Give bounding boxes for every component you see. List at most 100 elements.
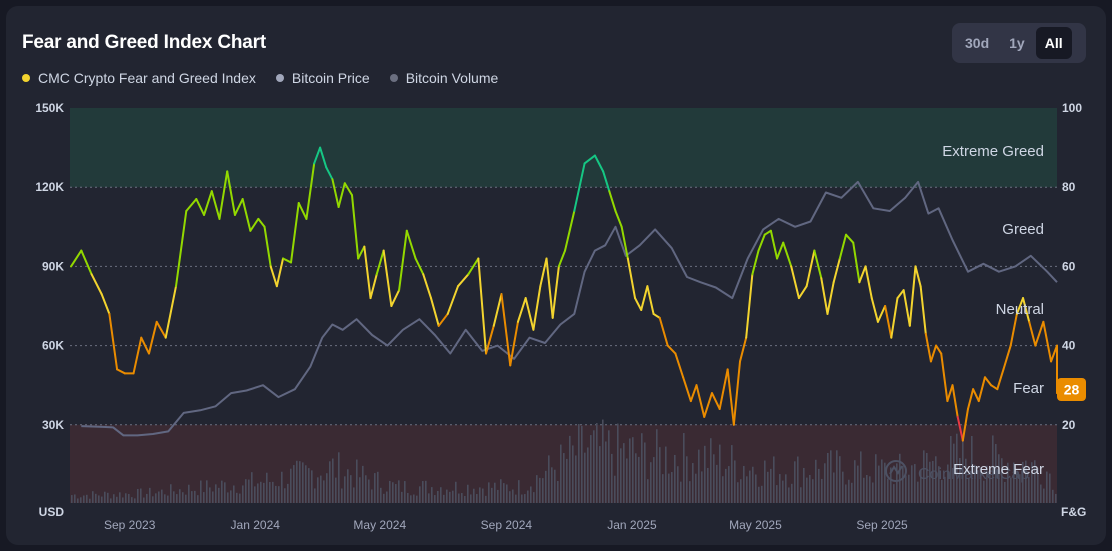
- volume-bar: [212, 491, 214, 503]
- range-1y-button[interactable]: 1y: [1009, 35, 1025, 51]
- volume-bar: [998, 454, 1000, 503]
- volume-bar: [953, 443, 955, 503]
- volume-bar: [692, 463, 694, 503]
- fear-greed-segment: [457, 273, 470, 288]
- volume-bar: [242, 485, 244, 503]
- fear-greed-segment: [896, 289, 905, 300]
- volume-bar: [338, 452, 340, 503]
- volume-bar: [479, 487, 481, 503]
- left-tick-label: 90K: [42, 259, 64, 273]
- volume-bar: [443, 494, 445, 503]
- fear-greed-segment: [652, 312, 661, 319]
- volume-bar: [827, 452, 829, 503]
- volume-bar: [368, 479, 370, 503]
- volume-bar: [1049, 473, 1051, 503]
- volume-bar: [215, 484, 217, 503]
- volume-bar: [794, 461, 796, 503]
- fear-greed-segment: [337, 182, 346, 208]
- volume-bar: [557, 480, 559, 503]
- volume-bar: [386, 491, 388, 503]
- volume-bar: [317, 477, 319, 503]
- range-30d-button[interactable]: 30d: [965, 35, 990, 51]
- legend-label: CMC Crypto Fear and Greed Index: [38, 70, 256, 86]
- volume-bar: [170, 484, 172, 503]
- volume-bar: [395, 484, 397, 503]
- left-axis: 150K 120K 90K 60K 30K USD: [35, 101, 64, 519]
- volume-bar: [287, 483, 289, 503]
- right-axis-label: F&G: [1061, 505, 1086, 519]
- volume-bar: [218, 487, 220, 503]
- fear-greed-segment: [1028, 320, 1037, 347]
- volume-bar: [914, 464, 916, 503]
- volume-bar: [539, 477, 541, 503]
- volume-bar: [593, 430, 595, 503]
- volume-bar: [221, 480, 223, 503]
- legend-item-bitcoin-price[interactable]: Bitcoin Price: [275, 70, 370, 86]
- fear-greed-segment: [492, 293, 503, 327]
- range-all-button[interactable]: All: [1035, 27, 1072, 59]
- volume-bar: [851, 482, 853, 503]
- legend-item-fear-greed[interactable]: CMC Crypto Fear and Greed Index: [22, 70, 256, 86]
- volume-bar: [650, 462, 652, 503]
- volume-bar: [620, 448, 622, 503]
- fear-greed-segment: [325, 166, 334, 181]
- volume-bar: [875, 454, 877, 503]
- volume-bar: [629, 438, 631, 503]
- volume-bar: [974, 464, 976, 503]
- fear-greed-segment: [972, 388, 980, 403]
- volume-bar: [509, 491, 511, 503]
- fear-greed-segment: [626, 257, 637, 300]
- volume-bar: [554, 469, 556, 503]
- volume-bar: [641, 433, 643, 503]
- volume-bar: [209, 487, 211, 503]
- volume-bar: [374, 473, 376, 503]
- volume-bar: [353, 487, 355, 503]
- volume-bar: [785, 474, 787, 503]
- fear-greed-segment: [826, 281, 835, 315]
- x-tick-label: Sep 2024: [481, 518, 533, 532]
- fear-greed-segment: [108, 312, 119, 371]
- volume-bar: [905, 475, 907, 503]
- x-tick-label: Sep 2023: [104, 518, 156, 532]
- fear-greed-segment: [100, 293, 111, 315]
- volume-bar: [494, 482, 496, 503]
- volume-bar: [437, 490, 439, 503]
- volume-bar: [467, 484, 469, 503]
- volume-bar: [722, 476, 724, 503]
- volume-bar: [125, 493, 127, 503]
- volume-bar: [836, 450, 838, 503]
- fear-greed-segment: [233, 198, 244, 216]
- x-tick-label: May 2024: [353, 518, 406, 532]
- fear-greed-segment: [845, 233, 855, 244]
- fear-greed-segment: [739, 336, 748, 363]
- fear-greed-segment: [226, 170, 236, 216]
- volume-bar: [356, 459, 358, 503]
- zone-bands: [70, 108, 1057, 503]
- volume-bar: [146, 493, 148, 503]
- volume-bar: [800, 487, 802, 503]
- volume-bar: [359, 477, 361, 503]
- fear-greed-segment: [682, 376, 692, 403]
- volume-bar: [689, 481, 691, 503]
- volume-bar: [488, 482, 490, 503]
- fear-greed-segment: [902, 289, 911, 327]
- volume-bar: [878, 465, 880, 503]
- volume-bar: [383, 493, 385, 503]
- fear-greed-segment: [832, 257, 841, 284]
- volume-bar: [110, 498, 112, 503]
- volume-bar: [506, 484, 508, 503]
- volume-bar: [440, 487, 442, 503]
- fear-greed-segment: [369, 273, 378, 300]
- volume-bar: [260, 481, 262, 503]
- fear-greed-segment: [331, 178, 340, 208]
- legend-item-bitcoin-volume[interactable]: Bitcoin Volume: [389, 70, 498, 86]
- volume-bar: [734, 460, 736, 503]
- volume-bar: [101, 496, 103, 503]
- fear-greed-segment: [313, 146, 322, 165]
- volume-bar: [1034, 460, 1036, 503]
- volume-bar: [344, 476, 346, 503]
- volume-bar: [584, 452, 586, 503]
- right-tick-label: 40: [1062, 339, 1076, 353]
- volume-bar: [980, 470, 982, 503]
